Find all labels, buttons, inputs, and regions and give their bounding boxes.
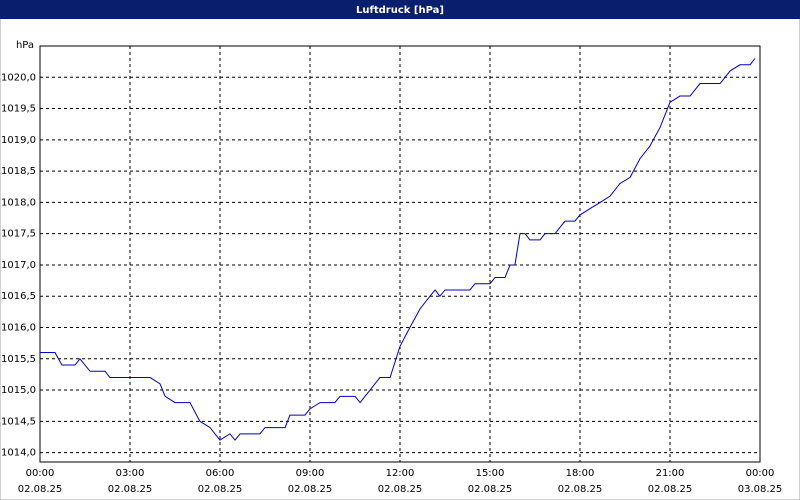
x-tick-label: 18:00 bbox=[566, 468, 595, 479]
y-tick-label: 1017,5 bbox=[1, 229, 36, 240]
plot-frame bbox=[39, 45, 761, 463]
x-tick-label: 06:00 bbox=[206, 468, 235, 479]
y-tick-label: 1018,5 bbox=[1, 166, 36, 177]
x-tick-date: 02.08.25 bbox=[468, 484, 513, 495]
x-tick-date: 02.08.25 bbox=[198, 484, 243, 495]
x-tick-label: 15:00 bbox=[476, 468, 505, 479]
x-tick-label: 12:00 bbox=[386, 468, 415, 479]
y-tick-label: 1015,0 bbox=[1, 385, 36, 396]
y-tick-label: 1019,0 bbox=[1, 135, 36, 146]
x-tick-label: 03:00 bbox=[116, 468, 145, 479]
y-tick-label: 1017,0 bbox=[1, 260, 36, 271]
y-tick-label: 1019,5 bbox=[1, 104, 36, 115]
x-tick-label: 09:00 bbox=[296, 468, 325, 479]
x-tick-label: 00:00 bbox=[26, 468, 55, 479]
x-tick-date: 02.08.25 bbox=[288, 484, 333, 495]
x-tick-date: 02.08.25 bbox=[18, 484, 63, 495]
y-tick-label: 1018,0 bbox=[1, 197, 36, 208]
chart-title: Luftdruck [hPa] bbox=[356, 5, 444, 16]
y-unit: hPa bbox=[16, 40, 34, 51]
x-tick-date: 02.08.25 bbox=[558, 484, 603, 495]
x-tick-date: 03.08.25 bbox=[738, 484, 783, 495]
x-tick-date: 02.08.25 bbox=[378, 484, 423, 495]
y-tick-label: 1020,0 bbox=[1, 72, 36, 83]
x-tick-label: 21:00 bbox=[656, 468, 685, 479]
x-tick-date: 02.08.25 bbox=[108, 484, 153, 495]
x-tick-label: 00:00 bbox=[746, 468, 775, 479]
y-tick-label: 1016,5 bbox=[1, 291, 36, 302]
x-tick-date: 02.08.25 bbox=[648, 484, 693, 495]
y-tick-label: 1015,5 bbox=[1, 354, 36, 365]
y-tick-label: 1014,5 bbox=[1, 416, 36, 427]
y-tick-label: 1014,0 bbox=[1, 448, 36, 459]
title-bar bbox=[0, 0, 800, 19]
data-line bbox=[40, 58, 756, 441]
y-tick-label: 1016,0 bbox=[1, 323, 36, 334]
